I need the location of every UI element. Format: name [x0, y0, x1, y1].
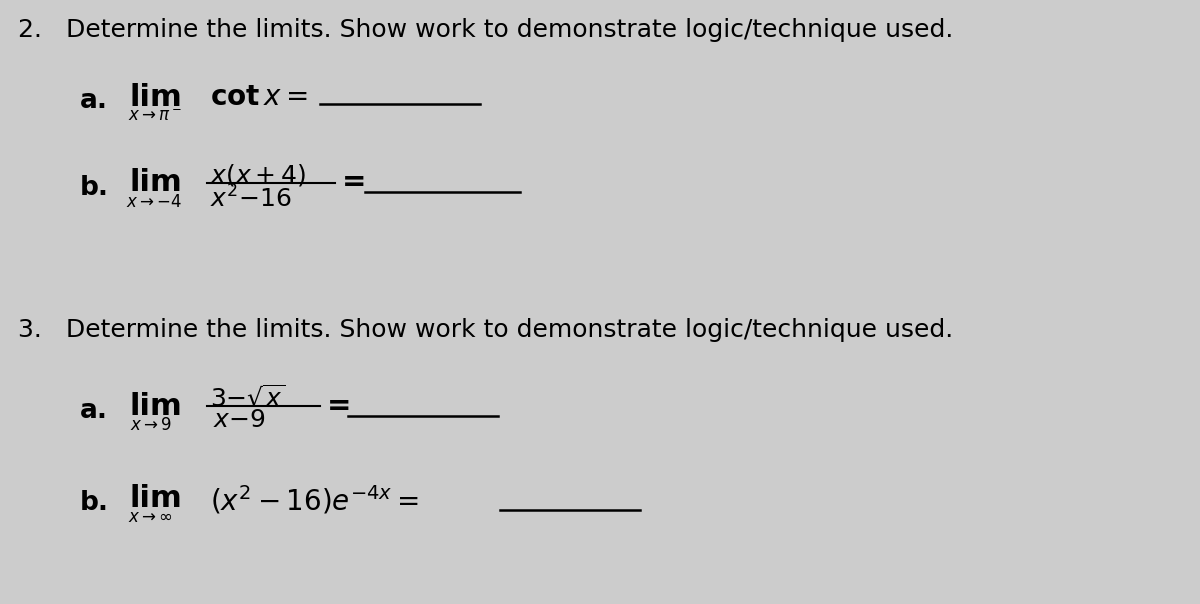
Text: $(x^2 - 16)e^{-4x} =$: $(x^2 - 16)e^{-4x} =$ [210, 484, 419, 517]
Text: a.: a. [80, 398, 108, 424]
Text: $x{\to}{-4}$: $x{\to}{-4}$ [126, 193, 182, 211]
Text: lim: lim [130, 83, 182, 112]
Text: $\mathbf{cot}\,x =$: $\mathbf{cot}\,x =$ [210, 83, 307, 111]
Text: =: = [342, 168, 366, 196]
Text: $3{-}\sqrt{x}$: $3{-}\sqrt{x}$ [210, 385, 286, 412]
Text: $x(x+4)$: $x(x+4)$ [210, 162, 306, 188]
Text: 3.   Determine the limits. Show work to demonstrate logic/technique used.: 3. Determine the limits. Show work to de… [18, 318, 953, 342]
Text: $x{\to}\infty$: $x{\to}\infty$ [128, 508, 173, 526]
Text: $x{\to}9$: $x{\to}9$ [130, 416, 172, 434]
Text: b.: b. [80, 490, 109, 516]
Text: a.: a. [80, 88, 108, 114]
Text: lim: lim [130, 484, 182, 513]
Text: lim: lim [130, 392, 182, 421]
Text: lim: lim [130, 168, 182, 197]
Text: b.: b. [80, 175, 109, 201]
Text: $x^2{-}16$: $x^2{-}16$ [210, 185, 292, 212]
Text: =: = [326, 392, 352, 420]
Text: $x{-}9$: $x{-}9$ [214, 408, 265, 432]
Text: $x{\to}\pi^-$: $x{\to}\pi^-$ [128, 107, 182, 125]
Text: 2.   Determine the limits. Show work to demonstrate logic/technique used.: 2. Determine the limits. Show work to de… [18, 18, 953, 42]
